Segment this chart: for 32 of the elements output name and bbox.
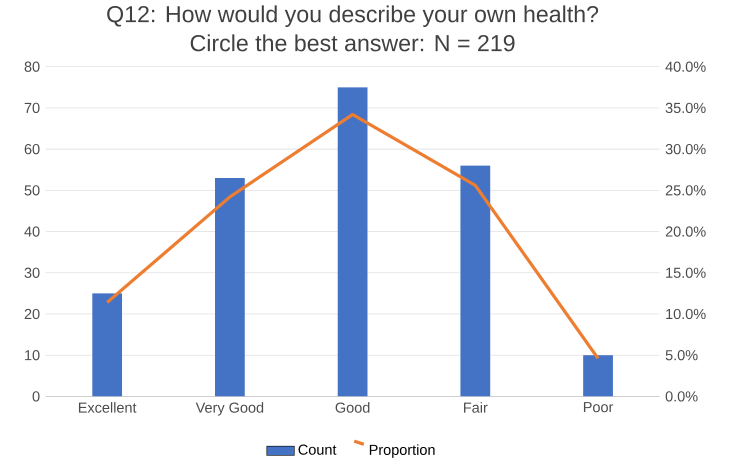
x-tick-label: Very Good bbox=[196, 402, 264, 416]
chart-title: Q12: How would you describe your own health? Circle the best answer: N = 219 bbox=[107, 5, 598, 52]
y-tick-label: 0 bbox=[32, 391, 40, 402]
y-tick-label: 20 bbox=[24, 308, 40, 320]
bar bbox=[338, 87, 368, 396]
x-tick-label: Excellent bbox=[78, 402, 136, 413]
legend-label: Proportion bbox=[370, 444, 435, 458]
y2-tick-label: 20.0% bbox=[666, 226, 706, 237]
y-tick-label: 80 bbox=[24, 62, 40, 72]
y-tick-label: 60 bbox=[24, 144, 40, 154]
y2-tick-label: 35.0% bbox=[666, 102, 706, 113]
y-tick-label: 10 bbox=[25, 350, 40, 360]
bar bbox=[460, 166, 490, 396]
bar bbox=[583, 355, 613, 396]
bar bbox=[92, 293, 122, 396]
y-tick-label: 70 bbox=[24, 102, 40, 113]
y2-tick-label: 40.0% bbox=[665, 62, 706, 72]
y2-tick-label: 25.0% bbox=[666, 185, 706, 196]
y2-tick-label: 10.0% bbox=[666, 308, 706, 320]
y2-tick-label: 15.0% bbox=[666, 268, 706, 278]
bar bbox=[214, 178, 245, 396]
y2-tick-label: 0.0% bbox=[666, 391, 698, 402]
x-tick-label: Poor bbox=[584, 402, 614, 412]
y-tick-label: 30 bbox=[24, 268, 40, 278]
y-tick-label: 40 bbox=[24, 226, 40, 237]
line-series bbox=[106, 112, 600, 360]
y2-tick-label: 30.0% bbox=[666, 144, 706, 154]
legend-label: Count bbox=[298, 444, 336, 455]
x-tick-label: Fair bbox=[464, 402, 488, 413]
x-tick-label: Good bbox=[336, 402, 370, 413]
y-tick-label: 50 bbox=[24, 185, 40, 196]
y2-tick-label: 5.0% bbox=[666, 350, 698, 360]
